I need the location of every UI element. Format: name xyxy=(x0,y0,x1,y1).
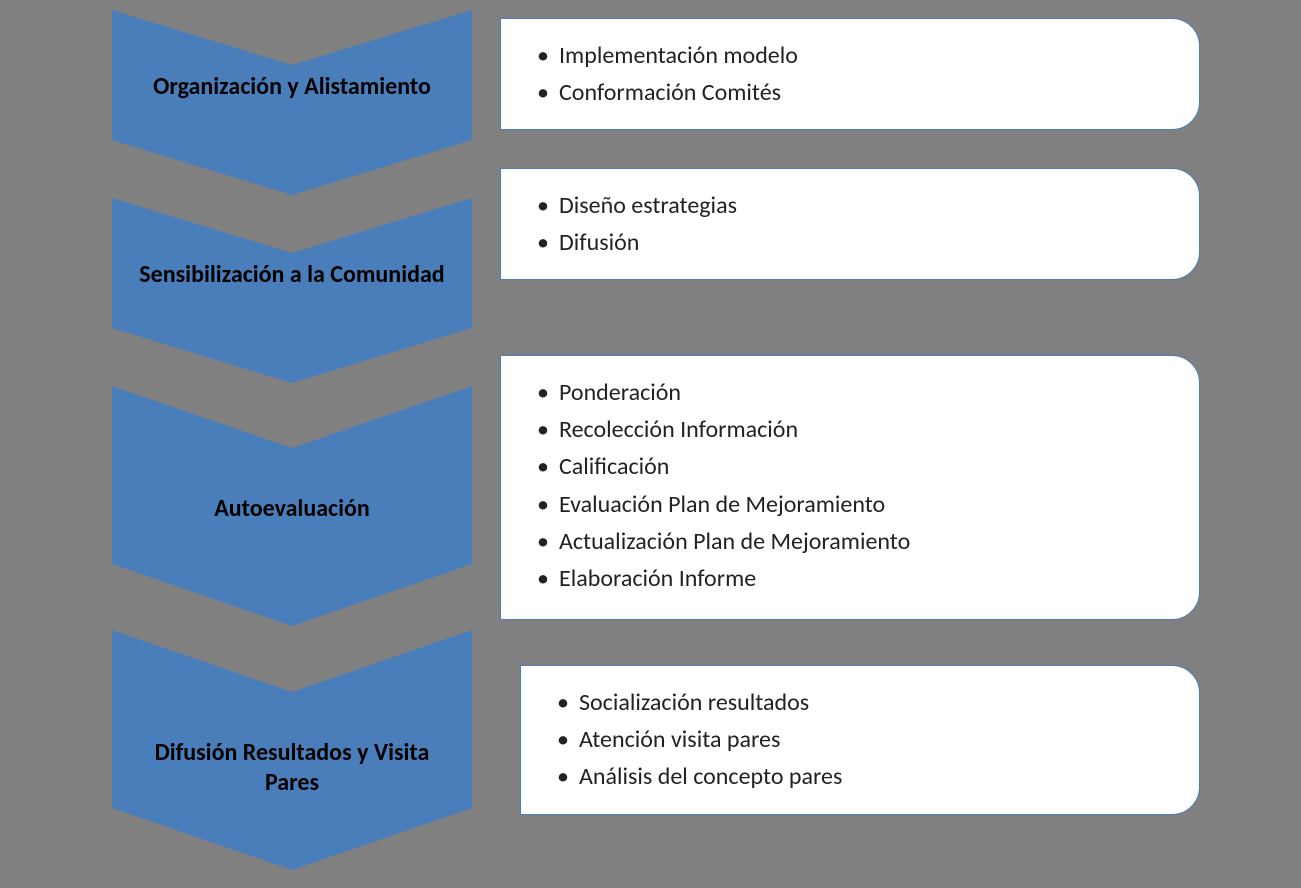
detail-list-item: Implementación modelo xyxy=(537,37,1169,74)
detail-list-item: Socialización resultados xyxy=(557,684,1169,721)
detail-list-item: Recolección Información xyxy=(537,411,1169,448)
chevron-label: Organización y Alistamiento xyxy=(112,72,472,102)
detail-list-item: Difusión xyxy=(537,224,1169,261)
detail-card-2: Diseño estrategiasDifusión xyxy=(500,168,1200,280)
detail-card-4: Socialización resultadosAtención visita … xyxy=(520,665,1200,815)
detail-list-item: Actualización Plan de Mejoramiento xyxy=(537,523,1169,560)
chevron-step-2: Sensibilización a la Comunidad xyxy=(112,198,472,383)
detail-card-1: Implementación modeloConformación Comité… xyxy=(500,18,1200,130)
detail-list-item: Calificación xyxy=(537,448,1169,485)
detail-list-item: Conformación Comités xyxy=(537,74,1169,111)
detail-list-item: Ponderación xyxy=(537,374,1169,411)
chevron-label: Autoevaluación xyxy=(112,494,472,524)
chevron-shape xyxy=(112,198,472,383)
detail-list-item: Diseño estrategias xyxy=(537,187,1169,224)
chevron-step-4: Difusión Resultados y Visita Pares xyxy=(112,630,472,870)
detail-list-item: Análisis del concepto pares xyxy=(557,758,1169,795)
chevron-step-3: Autoevaluación xyxy=(112,386,472,626)
detail-list-item: Elaboración Informe xyxy=(537,560,1169,597)
chevron-shape xyxy=(112,10,472,195)
detail-list-item: Evaluación Plan de Mejoramiento xyxy=(537,486,1169,523)
chevron-label: Sensibilización a la Comunidad xyxy=(112,260,472,290)
chevron-label: Difusión Resultados y Visita Pares xyxy=(112,738,472,798)
chevron-step-1: Organización y Alistamiento xyxy=(112,10,472,195)
detail-list: Socialización resultadosAtención visita … xyxy=(557,684,1169,796)
detail-list: Diseño estrategiasDifusión xyxy=(537,187,1169,261)
detail-card-3: PonderaciónRecolección InformaciónCalifi… xyxy=(500,355,1200,620)
detail-list-item: Atención visita pares xyxy=(557,721,1169,758)
detail-list: PonderaciónRecolección InformaciónCalifi… xyxy=(537,374,1169,597)
detail-list: Implementación modeloConformación Comité… xyxy=(537,37,1169,111)
